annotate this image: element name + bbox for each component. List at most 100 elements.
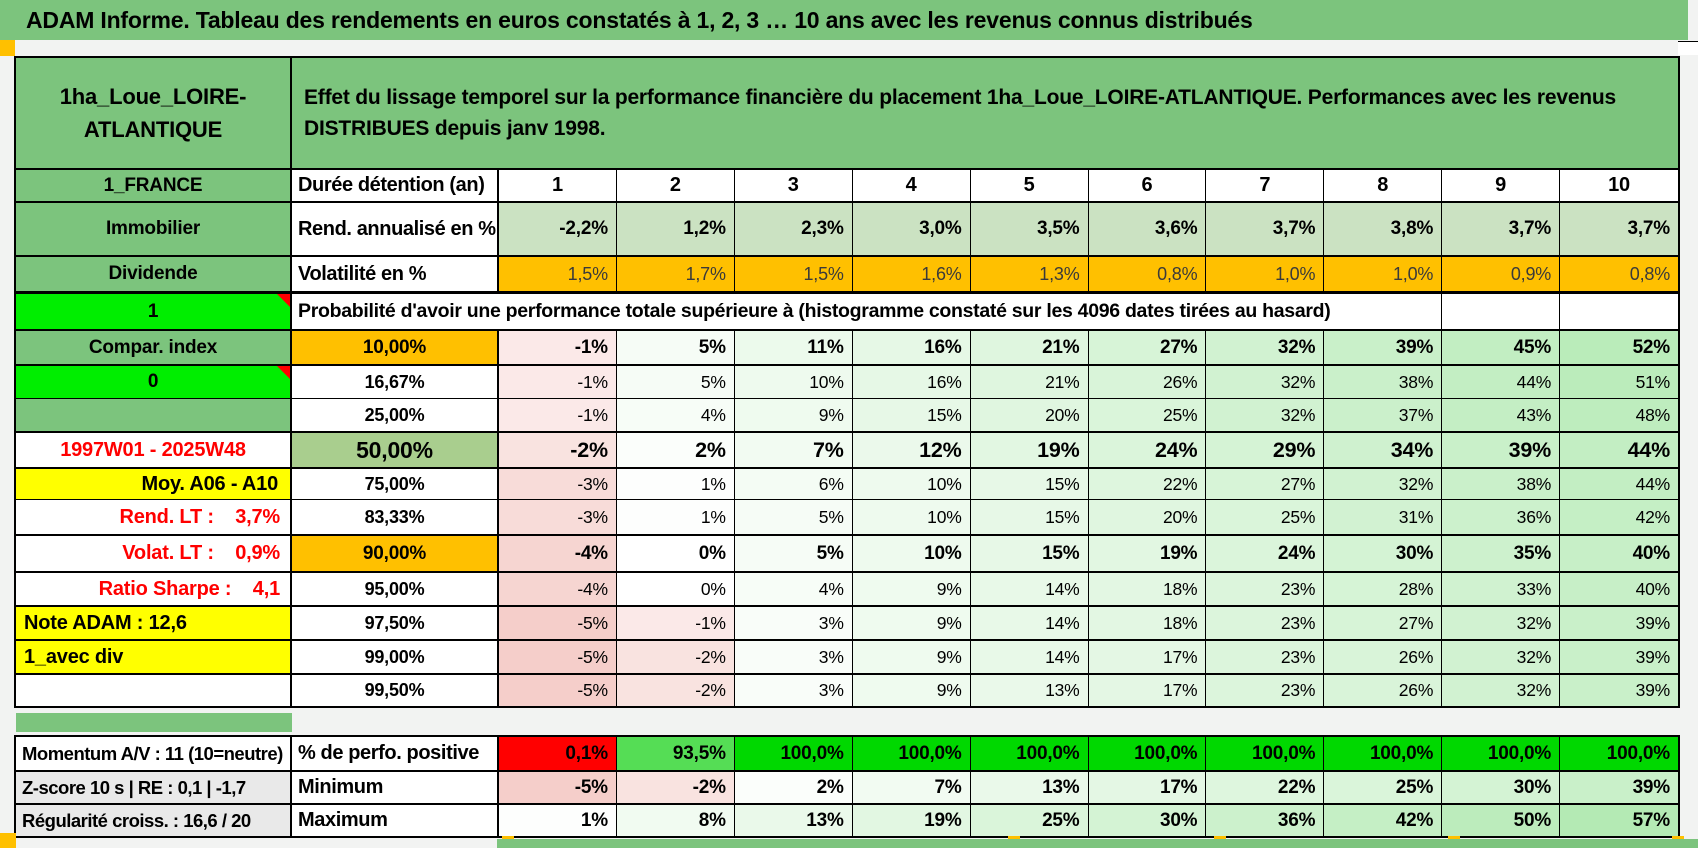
vol-value-cell[interactable]: 1,0% bbox=[1324, 257, 1443, 291]
row-label-cell[interactable]: Compar. index bbox=[16, 331, 292, 364]
value-cell[interactable]: 5% bbox=[616, 366, 735, 398]
yield-value-cell[interactable]: 3,7% bbox=[1560, 203, 1678, 255]
value-cell[interactable]: 16% bbox=[852, 366, 971, 398]
value-cell[interactable]: 1% bbox=[616, 500, 735, 534]
value-cell[interactable]: 39% bbox=[1324, 331, 1443, 364]
value-cell[interactable]: 12% bbox=[852, 433, 971, 467]
summary-value-cell[interactable]: 100,0% bbox=[1206, 737, 1325, 770]
value-cell[interactable]: 23% bbox=[1206, 641, 1325, 673]
summary-value-cell[interactable]: 36% bbox=[1206, 805, 1325, 836]
value-cell[interactable]: 52% bbox=[1560, 331, 1678, 364]
value-cell[interactable]: 32% bbox=[1442, 607, 1561, 639]
value-cell[interactable]: 16% bbox=[852, 331, 971, 364]
row-label-cell[interactable]: 1_avec div bbox=[16, 641, 292, 673]
value-cell[interactable]: 44% bbox=[1560, 433, 1678, 467]
value-cell[interactable]: 15% bbox=[970, 536, 1089, 571]
value-cell[interactable]: 19% bbox=[970, 433, 1089, 467]
value-cell[interactable]: 9% bbox=[852, 573, 971, 605]
duration-col-header[interactable]: 10 bbox=[1608, 174, 1630, 196]
vol-value-cell[interactable]: 1,3% bbox=[970, 257, 1089, 291]
value-cell[interactable]: 14% bbox=[970, 607, 1089, 639]
value-cell[interactable]: 45% bbox=[1442, 331, 1561, 364]
prob-banner-cell[interactable]: Probabilité d'avoir une performance tota… bbox=[292, 294, 1443, 329]
duration-col-header[interactable]: 1 bbox=[499, 170, 617, 201]
value-cell[interactable]: 27% bbox=[1324, 607, 1443, 639]
value-cell[interactable]: 14% bbox=[970, 641, 1089, 673]
row-label-cell[interactable]: Moy. A06 - A10 bbox=[16, 469, 292, 499]
vol-value-cell[interactable]: 1,5% bbox=[734, 257, 853, 291]
value-cell[interactable]: 27% bbox=[1206, 469, 1325, 499]
duration-col-header[interactable]: 7 bbox=[1206, 170, 1325, 201]
value-cell[interactable]: 23% bbox=[1206, 607, 1325, 639]
empty-cell[interactable] bbox=[1560, 294, 1678, 329]
prob-threshold-cell[interactable]: 83,33% bbox=[292, 500, 499, 534]
value-cell[interactable]: 11% bbox=[734, 331, 853, 364]
summary-value-cell[interactable]: 50% bbox=[1442, 805, 1561, 836]
value-cell[interactable]: 25% bbox=[1088, 399, 1207, 431]
duration-col-header[interactable]: 5 bbox=[971, 170, 1089, 201]
value-cell[interactable]: -1% bbox=[616, 607, 735, 639]
value-cell[interactable]: 10% bbox=[734, 366, 853, 398]
prob-threshold-cell[interactable]: 50,00% bbox=[292, 433, 499, 467]
value-cell[interactable]: 32% bbox=[1324, 469, 1443, 499]
value-cell[interactable]: 1% bbox=[616, 469, 735, 499]
cell-yield-label[interactable]: Rend. annualisé en % bbox=[292, 203, 499, 255]
value-cell[interactable]: 21% bbox=[970, 366, 1089, 398]
summary-value-cell[interactable]: 17% bbox=[1088, 772, 1207, 803]
summary-value-cell[interactable]: -2% bbox=[616, 772, 735, 803]
value-cell[interactable]: 44% bbox=[1442, 366, 1561, 398]
value-cell[interactable]: 39% bbox=[1560, 607, 1678, 639]
value-cell[interactable]: 37% bbox=[1324, 399, 1443, 431]
value-cell[interactable]: 5% bbox=[734, 500, 853, 534]
cell-flag-1[interactable]: 1 bbox=[16, 294, 292, 329]
summary-value-cell[interactable]: 100,0% bbox=[1442, 737, 1561, 770]
row-label-cell[interactable]: Ratio Sharpe : 4,1 bbox=[16, 573, 292, 605]
value-cell[interactable]: 25% bbox=[1206, 500, 1325, 534]
row-label-cell[interactable]: 0 bbox=[16, 366, 292, 398]
yield-value-cell[interactable]: 3,7% bbox=[1206, 203, 1325, 255]
duration-col-header[interactable]: 2 bbox=[617, 170, 735, 201]
yield-value-cell[interactable]: 3,6% bbox=[1088, 203, 1207, 255]
value-cell[interactable]: 39% bbox=[1560, 641, 1678, 673]
summary-value-cell[interactable]: 19% bbox=[852, 805, 971, 836]
prob-threshold-cell[interactable]: 99,00% bbox=[292, 641, 499, 673]
value-cell[interactable]: 7% bbox=[734, 433, 853, 467]
summary-value-cell[interactable]: 30% bbox=[1088, 805, 1207, 836]
prob-threshold-cell[interactable]: 97,50% bbox=[292, 607, 499, 639]
prob-threshold-cell[interactable]: 95,00% bbox=[292, 573, 499, 605]
empty-cell[interactable] bbox=[1442, 294, 1561, 329]
yield-value-cell[interactable]: -2,2% bbox=[499, 203, 617, 255]
prob-threshold-cell[interactable]: 90,00% bbox=[292, 536, 499, 571]
value-cell[interactable]: -3% bbox=[499, 469, 617, 499]
row-label-cell[interactable] bbox=[16, 675, 292, 706]
value-cell[interactable]: 5% bbox=[616, 331, 735, 364]
yield-value-cell[interactable]: 3,8% bbox=[1324, 203, 1443, 255]
duration-col-header[interactable]: 3 bbox=[735, 170, 853, 201]
summary-label-cell[interactable]: Z-score 10 s | RE : 0,1 | -1,7 bbox=[16, 772, 292, 803]
value-cell[interactable]: 18% bbox=[1088, 607, 1207, 639]
summary-value-cell[interactable]: 13% bbox=[734, 805, 853, 836]
duration-col-header[interactable]: 6 bbox=[1089, 170, 1207, 201]
value-cell[interactable]: -2% bbox=[616, 641, 735, 673]
summary-metric-cell[interactable]: Maximum bbox=[292, 805, 499, 836]
value-cell[interactable]: 38% bbox=[1324, 366, 1443, 398]
value-cell[interactable]: 13% bbox=[970, 675, 1089, 706]
value-cell[interactable]: 14% bbox=[970, 573, 1089, 605]
prob-threshold-cell[interactable]: 75,00% bbox=[292, 469, 499, 499]
summary-value-cell[interactable]: 7% bbox=[852, 772, 971, 803]
yield-value-cell[interactable]: 3,7% bbox=[1442, 203, 1561, 255]
value-cell[interactable]: 30% bbox=[1324, 536, 1443, 571]
value-cell[interactable]: 20% bbox=[1088, 500, 1207, 534]
value-cell[interactable]: 51% bbox=[1560, 366, 1678, 398]
row-label-cell[interactable]: Volat. LT : 0,9% bbox=[16, 536, 292, 571]
value-cell[interactable]: 9% bbox=[734, 399, 853, 431]
vol-value-cell[interactable]: 0,8% bbox=[1560, 257, 1678, 291]
value-cell[interactable]: 26% bbox=[1324, 675, 1443, 706]
value-cell[interactable]: 10% bbox=[852, 469, 971, 499]
value-cell[interactable]: 23% bbox=[1206, 573, 1325, 605]
value-cell[interactable]: -5% bbox=[499, 641, 617, 673]
prob-threshold-cell[interactable]: 25,00% bbox=[292, 399, 499, 431]
value-cell[interactable]: 32% bbox=[1206, 399, 1325, 431]
value-cell[interactable]: 17% bbox=[1088, 675, 1207, 706]
yield-value-cell[interactable]: 3,0% bbox=[852, 203, 971, 255]
